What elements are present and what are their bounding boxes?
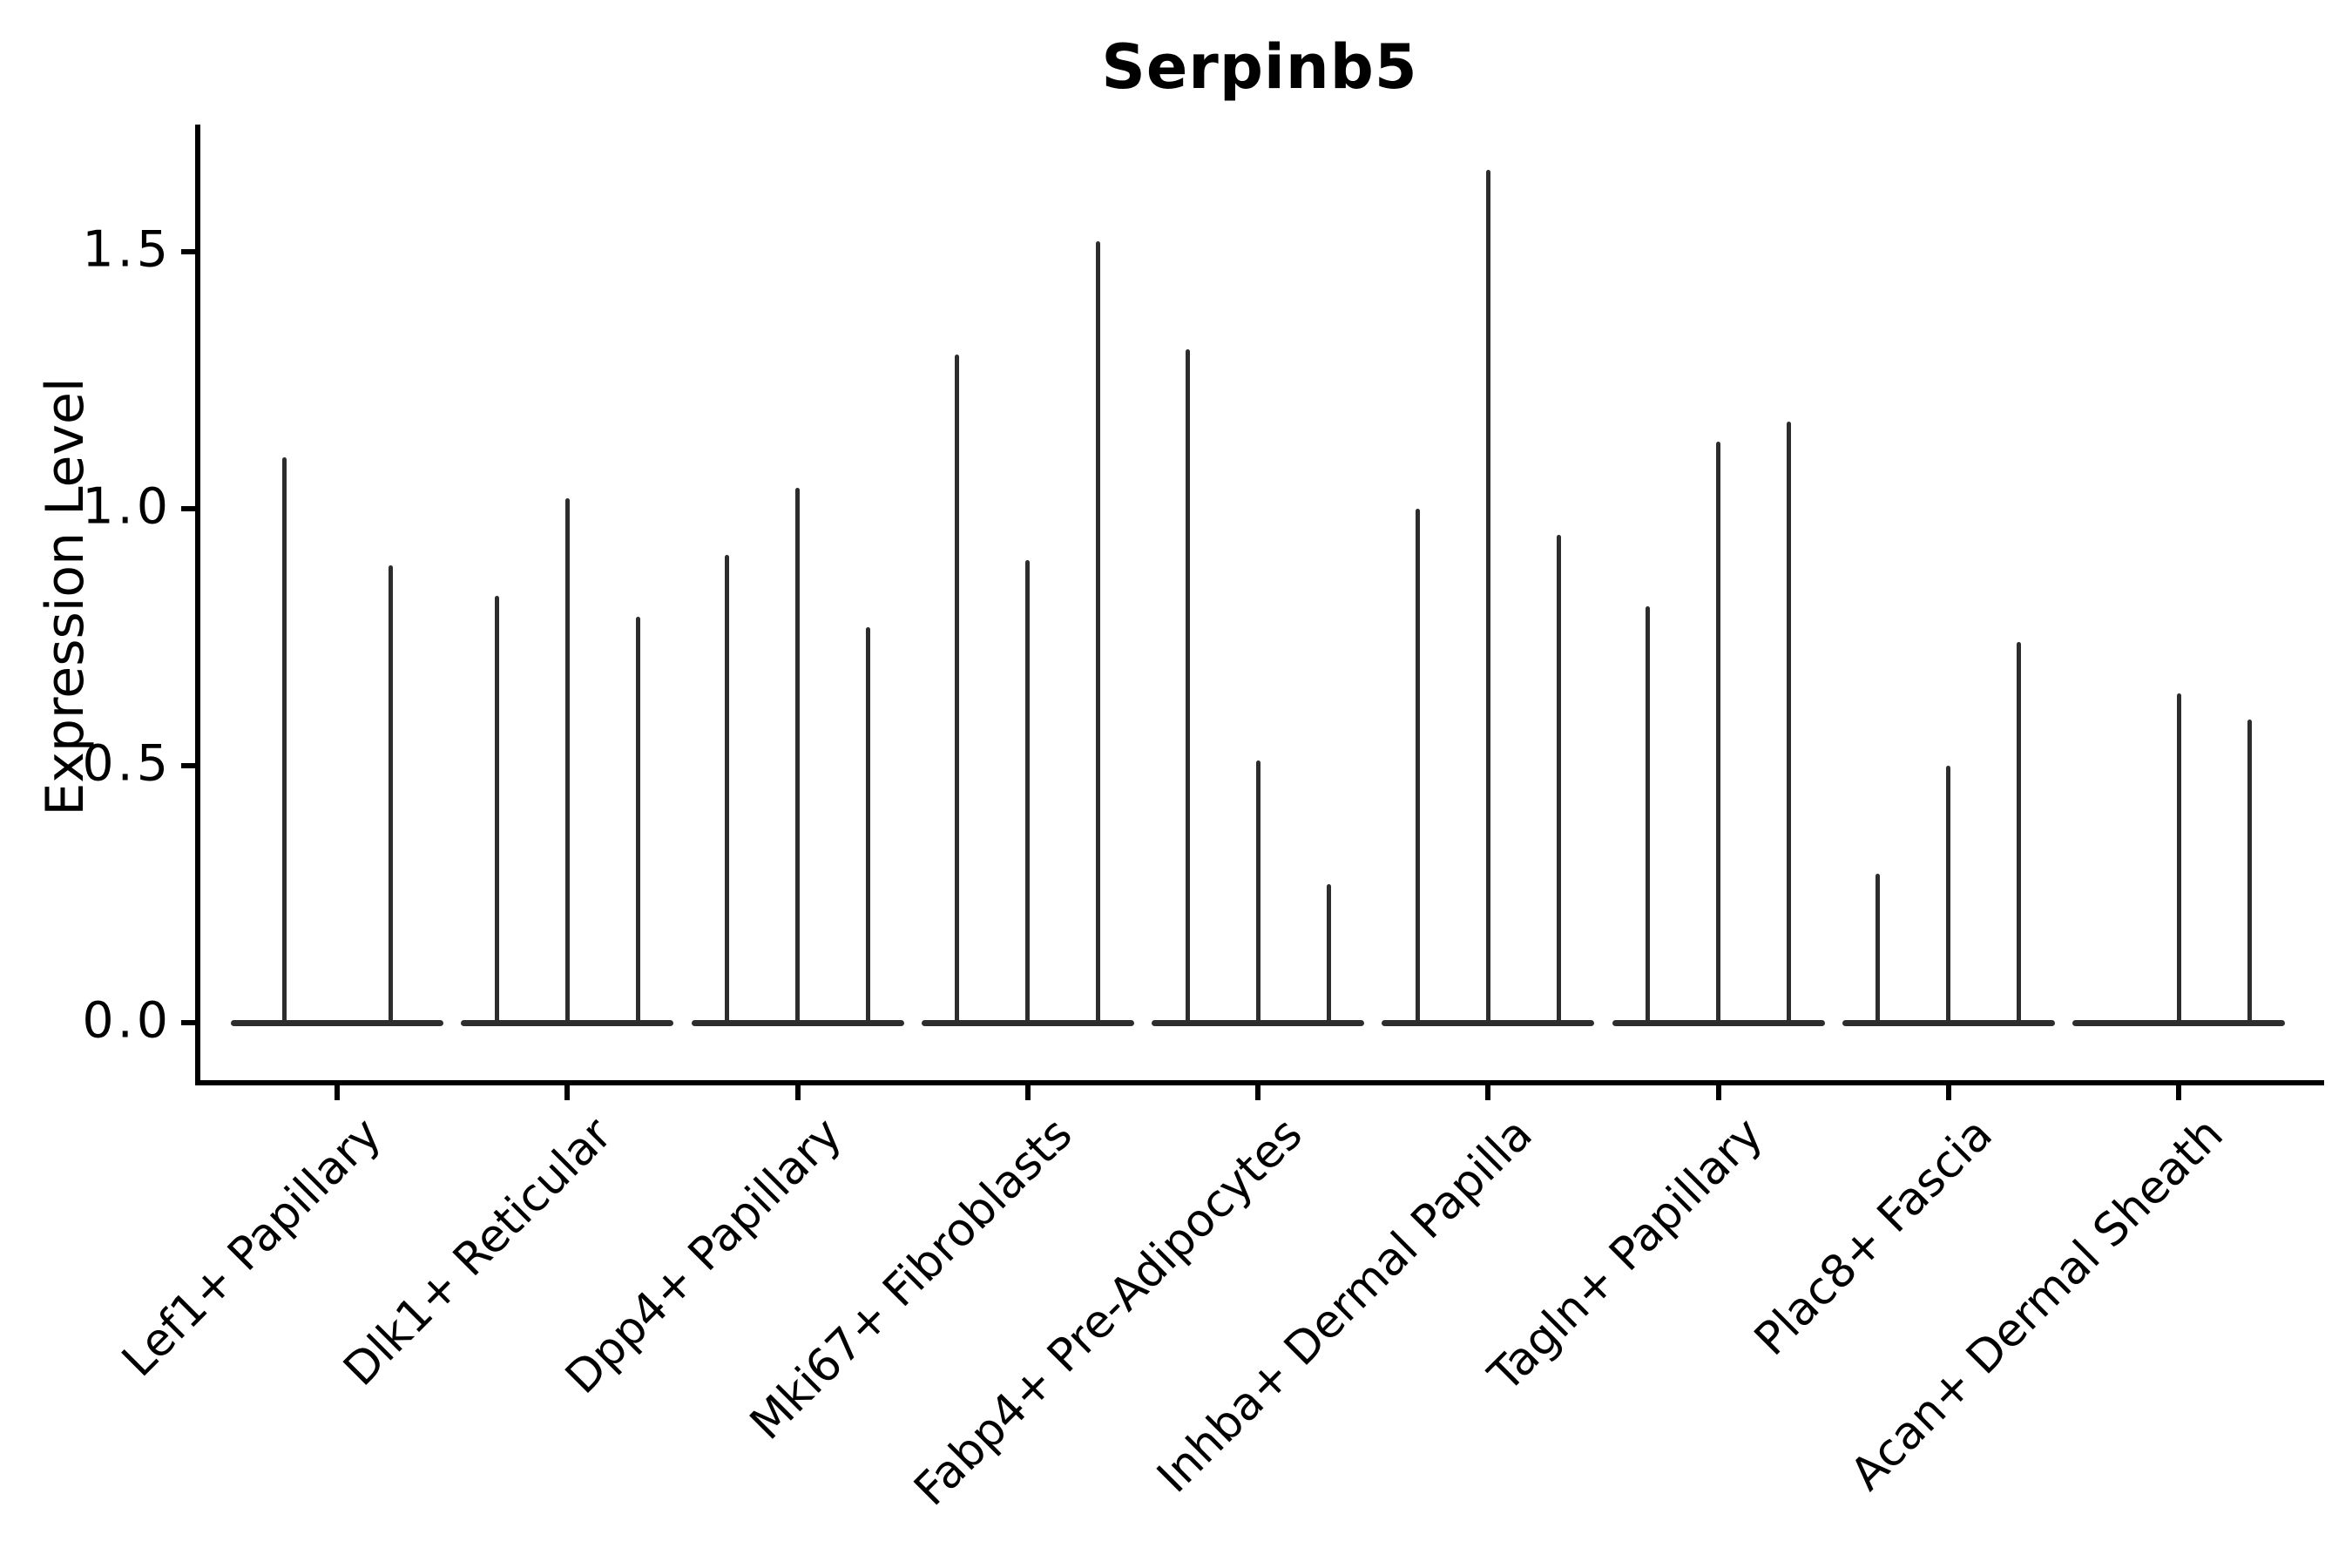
x-tick-label-text: Fabp4+ Pre-Adipocytes <box>904 1108 1313 1517</box>
x-tick-mark <box>2176 1085 2181 1100</box>
violin-spike <box>1025 560 1031 1023</box>
violin-spike <box>725 555 729 1023</box>
violin-spike <box>1326 883 1331 1023</box>
violin-spike <box>1646 606 1650 1023</box>
violin-baseline <box>2072 1019 2285 1026</box>
x-tick-mark <box>1485 1085 1491 1100</box>
y-tick-label-text: 1.0 <box>82 477 172 536</box>
x-tick-label-text: Inhba+ Dermal Papilla <box>1147 1108 1543 1504</box>
violin-spike <box>564 498 570 1023</box>
violin-spike <box>1096 241 1101 1023</box>
x-tick-mark <box>1715 1085 1721 1100</box>
violin-spike <box>388 564 393 1023</box>
violin-spike <box>1255 760 1260 1023</box>
violin-spike <box>1556 534 1561 1023</box>
x-tick-mark <box>335 1085 340 1100</box>
x-tick-mark <box>1024 1085 1031 1100</box>
violin-spike <box>635 616 640 1023</box>
y-tick-mark <box>181 763 195 768</box>
violin-spike <box>866 626 870 1023</box>
x-tick-label-text: Acan+ Dermal Sheath <box>1840 1108 2234 1501</box>
violin-spike <box>1185 349 1190 1023</box>
violin-baseline <box>1382 1019 1595 1026</box>
violin-baseline <box>921 1019 1134 1026</box>
violin-baseline <box>1152 1019 1364 1026</box>
y-tick-label-text: 1.5 <box>82 220 172 279</box>
y-tick-label-text: 0.5 <box>82 734 172 793</box>
violin-baseline <box>1842 1019 2055 1026</box>
x-tick-mark <box>1945 1085 1951 1100</box>
violin-baseline <box>1612 1019 1825 1026</box>
violin-spike <box>1876 873 1881 1023</box>
violin-spike <box>494 596 499 1023</box>
y-tick-label-text: 0.0 <box>82 991 172 1050</box>
violin-spike <box>2247 719 2252 1023</box>
bottom-axis-spine <box>195 1080 2324 1085</box>
violin-spike <box>281 457 287 1023</box>
left-axis-spine <box>195 125 200 1085</box>
violin-spike <box>1485 169 1490 1023</box>
y-tick-mark <box>181 1020 195 1025</box>
violin-spike <box>1946 766 1951 1023</box>
x-tick-mark <box>1255 1085 1260 1100</box>
violin-spike <box>1716 442 1720 1023</box>
x-tick-mark <box>564 1085 571 1100</box>
violin-spike <box>795 488 800 1023</box>
violin-spike <box>955 355 960 1023</box>
violin-spike <box>2176 693 2181 1023</box>
y-tick-mark <box>181 249 195 254</box>
x-tick-label-text: Plac8+ Fascia <box>1745 1108 2004 1366</box>
violin-baseline <box>691 1019 904 1026</box>
violin-spike <box>1787 421 1791 1023</box>
x-tick-mark <box>794 1085 801 1100</box>
chart-title: Serpinb5 <box>1101 31 1418 103</box>
y-tick-mark <box>181 506 195 511</box>
violin-baseline <box>461 1019 674 1026</box>
violin-spike <box>2017 642 2022 1023</box>
violin-spike <box>1415 509 1420 1023</box>
violin-baseline <box>231 1019 443 1026</box>
